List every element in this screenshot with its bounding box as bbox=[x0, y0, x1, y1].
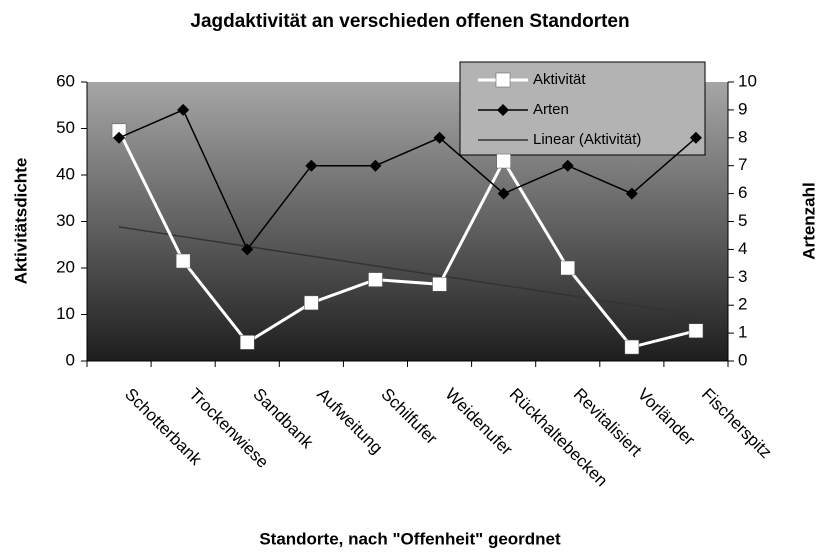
marker bbox=[240, 335, 255, 350]
x-tick-label: Sandbank bbox=[249, 385, 317, 453]
y-axis-title: Aktivitätsdichte bbox=[11, 158, 30, 285]
y2-tick-label: 1 bbox=[738, 323, 747, 342]
legend-marker bbox=[497, 104, 509, 116]
legend-label: Arten bbox=[533, 101, 569, 118]
y2-tick-label: 2 bbox=[738, 295, 747, 314]
marker bbox=[496, 153, 511, 169]
x-tick-label: Weidenufer bbox=[442, 385, 517, 460]
y2-axis-title: Artenzahl bbox=[799, 182, 818, 259]
y2-tick-label: 9 bbox=[738, 99, 747, 118]
y-tick-label: 10 bbox=[56, 304, 75, 323]
x-tick-label: Aufweitung bbox=[313, 385, 386, 458]
marker bbox=[305, 159, 318, 172]
marker bbox=[177, 103, 190, 116]
marker bbox=[369, 159, 382, 172]
x-tick-label: Schilfufer bbox=[377, 385, 441, 449]
marker bbox=[113, 131, 126, 144]
marker bbox=[688, 323, 704, 339]
series-line bbox=[117, 130, 697, 349]
marker bbox=[175, 253, 191, 269]
marker bbox=[368, 272, 383, 287]
trend-line bbox=[118, 226, 697, 316]
legend-marker bbox=[495, 72, 511, 88]
x-tick-label: Fischerspitz bbox=[698, 385, 776, 463]
marker bbox=[497, 187, 510, 200]
y2-tick-label: 4 bbox=[738, 239, 747, 258]
y-tick-label: 20 bbox=[56, 257, 75, 276]
y-tick-label: 50 bbox=[56, 118, 75, 137]
series-line bbox=[118, 108, 697, 251]
y-tick-label: 40 bbox=[56, 164, 75, 183]
x-tick-label: Vorländer bbox=[634, 385, 699, 450]
y-tick-label: 60 bbox=[56, 71, 75, 90]
y-tick-label: 0 bbox=[66, 350, 75, 369]
marker bbox=[433, 131, 446, 144]
y2-tick-label: 7 bbox=[738, 155, 747, 174]
marker bbox=[241, 243, 254, 256]
chart-title: Jagdaktivität an verschieden offenen Sta… bbox=[190, 11, 629, 32]
marker bbox=[561, 159, 574, 172]
legend-label: Aktivität bbox=[533, 71, 586, 88]
marker bbox=[432, 277, 447, 292]
y2-tick-label: 0 bbox=[738, 350, 747, 369]
marker bbox=[625, 187, 638, 200]
marker bbox=[689, 131, 702, 144]
marker bbox=[304, 295, 319, 311]
marker bbox=[560, 260, 575, 276]
y2-tick-label: 3 bbox=[738, 267, 747, 286]
y2-tick-label: 5 bbox=[738, 211, 747, 230]
x-axis-title: Standorte, nach "Offenheit" geordnet bbox=[259, 529, 561, 548]
y2-tick-label: 6 bbox=[738, 183, 747, 202]
legend-label: Linear (Aktivität) bbox=[533, 131, 641, 148]
marker bbox=[624, 339, 640, 355]
y2-tick-label: 8 bbox=[738, 127, 747, 146]
y-tick-label: 30 bbox=[56, 211, 75, 230]
y2-tick-label: 10 bbox=[738, 71, 757, 90]
